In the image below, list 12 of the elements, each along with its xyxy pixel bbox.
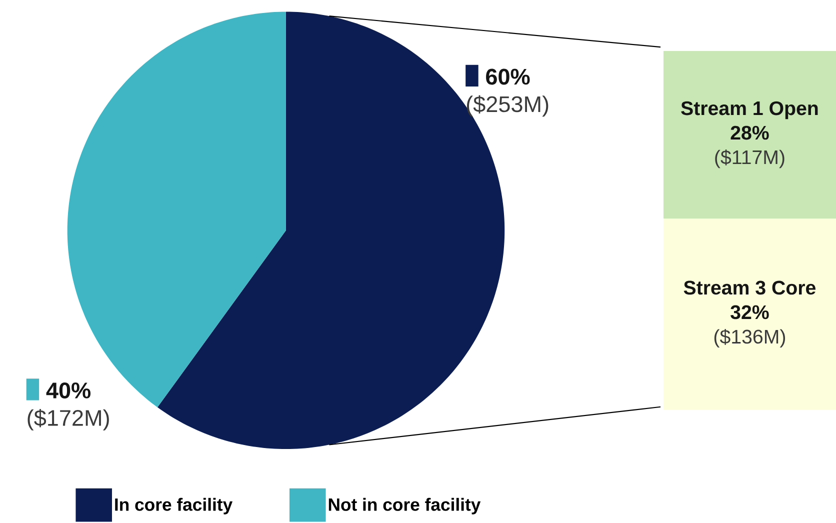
legend-label: In core facility (115, 498, 233, 515)
legend-label: Not in core facility (328, 498, 481, 515)
data-label: 32% (730, 305, 769, 320)
series-label: Stream 1 Open (681, 102, 818, 120)
annotation: ($136M) (714, 329, 786, 348)
text: ($172M) (28, 409, 109, 431)
annotation: ($117M) (715, 150, 784, 168)
data-label: 28% (730, 126, 769, 140)
series-label: Stream 3 Core (684, 280, 816, 295)
text: ($253M) (466, 95, 548, 117)
data-label: 40% (46, 382, 90, 399)
data-label: 60% (486, 68, 530, 85)
